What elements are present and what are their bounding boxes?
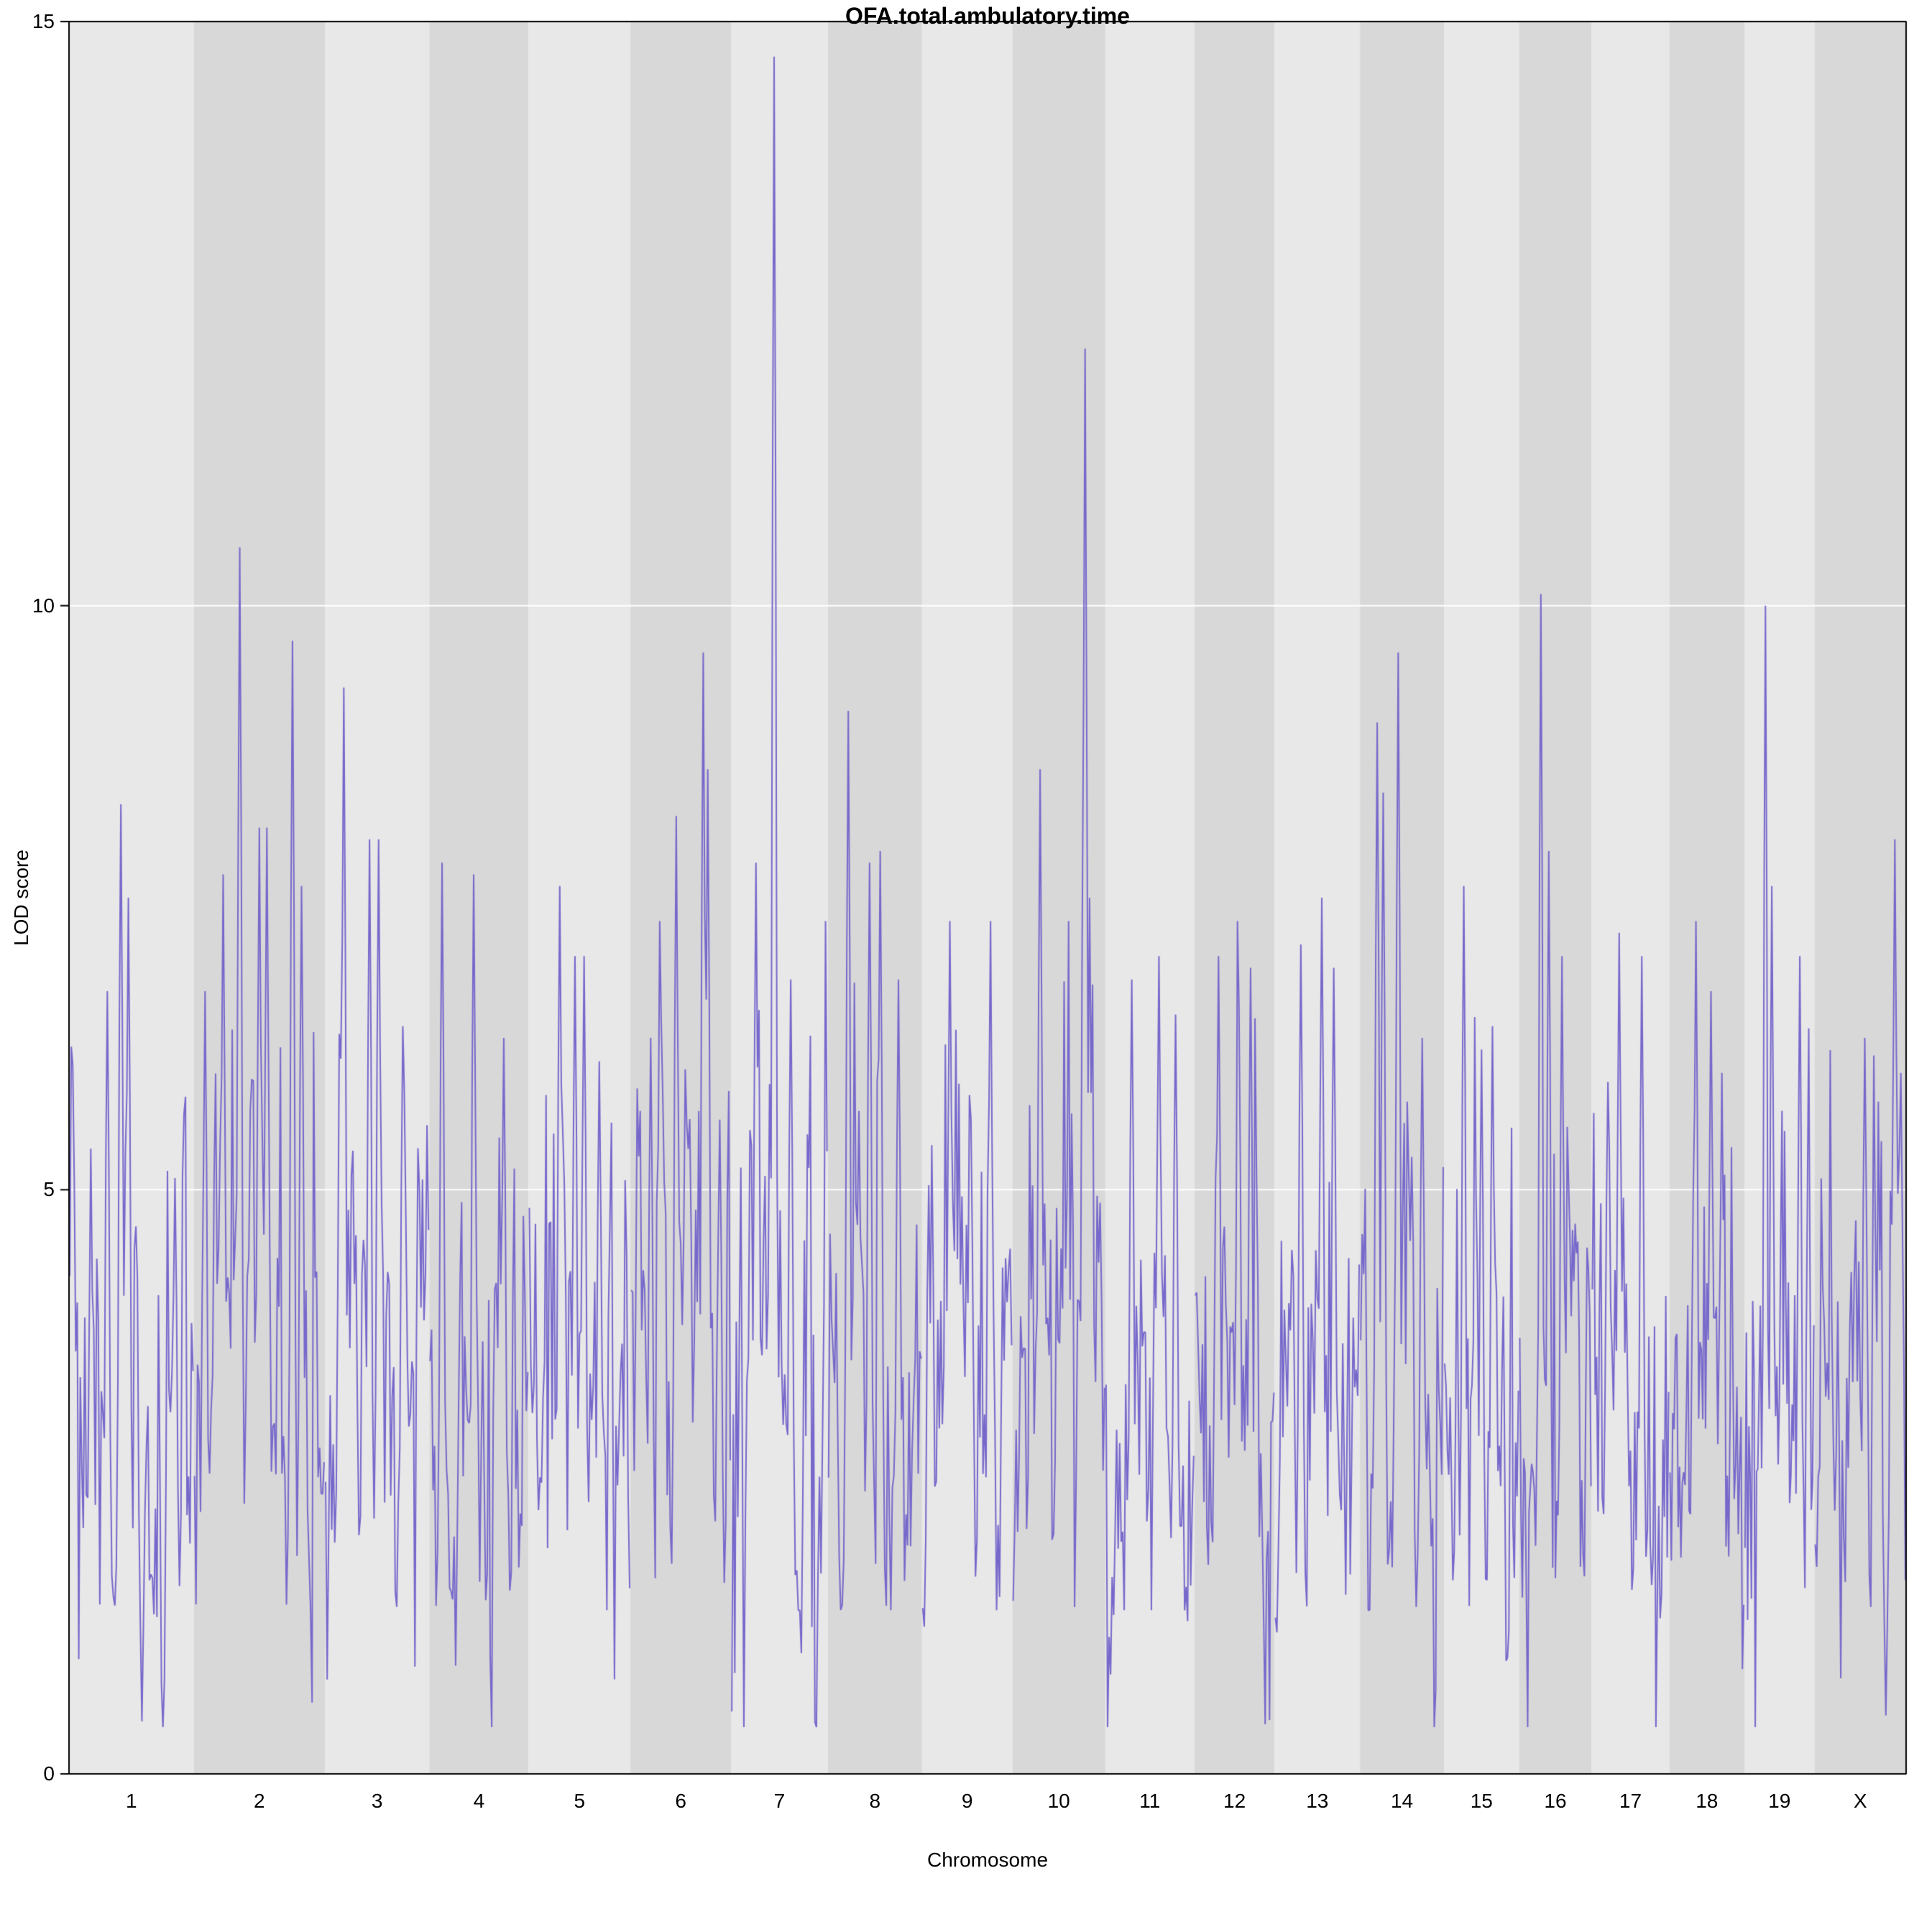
x-axis-tick-label: 7 [773, 1790, 786, 1812]
x-axis-tick-label: 15 [1470, 1790, 1493, 1812]
y-axis-tick-label: 15 [32, 10, 55, 32]
x-axis-title: Chromosome [926, 1849, 1049, 1871]
y-axis-tick-label: 10 [32, 594, 55, 617]
x-axis-tick-label: 18 [1696, 1790, 1719, 1812]
x-axis-tick-label: 1 [125, 1790, 137, 1812]
x-axis-tick-label: 10 [1047, 1790, 1070, 1812]
y-axis-tick-label: 5 [43, 1178, 55, 1201]
x-axis-tick-label: 5 [574, 1790, 586, 1812]
x-axis-tick-label: 11 [1139, 1790, 1161, 1812]
x-axis-tick-label: 8 [869, 1790, 881, 1812]
y-axis-tick-label: 0 [43, 1762, 55, 1785]
x-axis-tick-label: 3 [371, 1790, 383, 1812]
y-axis-title: LOD score [10, 850, 32, 946]
x-axis-tick-label: 6 [675, 1790, 686, 1812]
x-axis-tick-label: 19 [1768, 1790, 1791, 1812]
x-axis-tick-label: 16 [1544, 1790, 1567, 1812]
x-axis-tick-label: 2 [254, 1790, 265, 1812]
x-axis-tick-label: 12 [1223, 1790, 1246, 1812]
x-axis-tick-label: 13 [1306, 1790, 1329, 1812]
x-axis-tick-label: 9 [961, 1790, 973, 1812]
x-axis-tick-label: 14 [1390, 1790, 1414, 1812]
x-axis-tick-label: 4 [473, 1790, 485, 1812]
chart-title: OFA.total.ambulatory.time [845, 3, 1130, 29]
x-axis-tick-label: X [1853, 1790, 1867, 1812]
x-axis-tick-label: 17 [1619, 1790, 1642, 1812]
